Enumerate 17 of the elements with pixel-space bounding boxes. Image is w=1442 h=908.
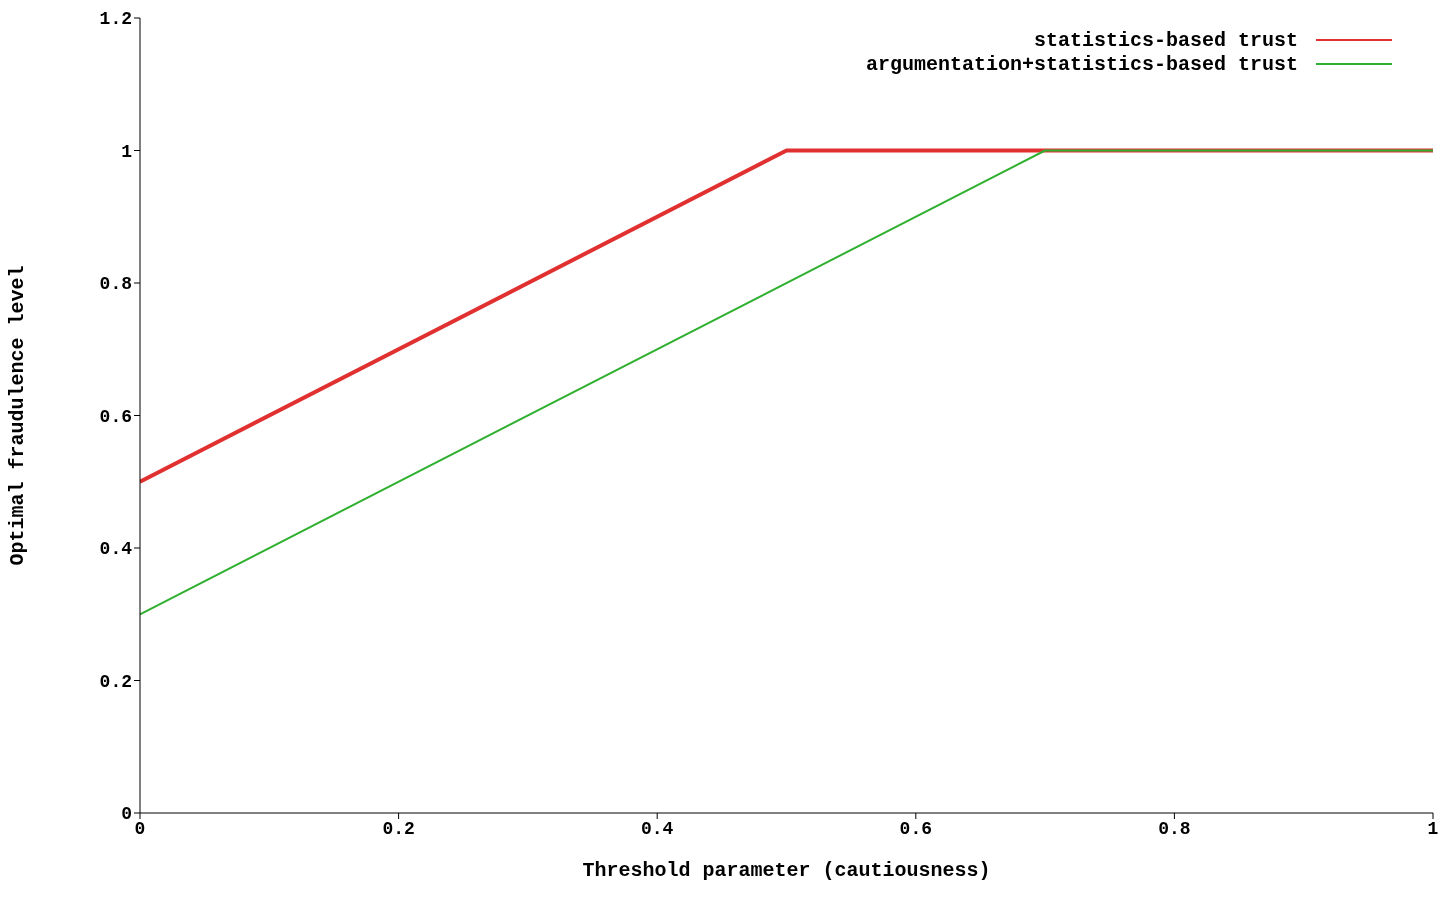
x-tick-label: 0.8 <box>1158 818 1191 839</box>
y-tick-label: 0 <box>121 804 132 825</box>
y-tick-label: 0.2 <box>99 671 132 692</box>
legend-label: argumentation+statistics-based trust <box>865 52 1298 76</box>
legend-label: statistics-based trust <box>1033 28 1298 52</box>
y-tick-label: 0.4 <box>99 539 133 560</box>
x-axis-title: Threshold parameter (cautiousness) <box>582 859 991 882</box>
x-tick-label: 1 <box>1427 818 1439 839</box>
y-axis-title: Optimal fraudulence level <box>6 265 30 566</box>
y-tick-label: 0.8 <box>99 274 132 295</box>
x-tick-label: 0 <box>134 818 146 839</box>
y-tick-label: 0.6 <box>99 406 132 427</box>
y-tick-label: 1 <box>121 141 133 162</box>
y-tick-label: 1.2 <box>99 9 132 30</box>
x-tick-label: 0.4 <box>641 818 674 839</box>
x-tick-label: 0.2 <box>382 818 415 839</box>
x-tick-label: 0.6 <box>899 818 932 839</box>
